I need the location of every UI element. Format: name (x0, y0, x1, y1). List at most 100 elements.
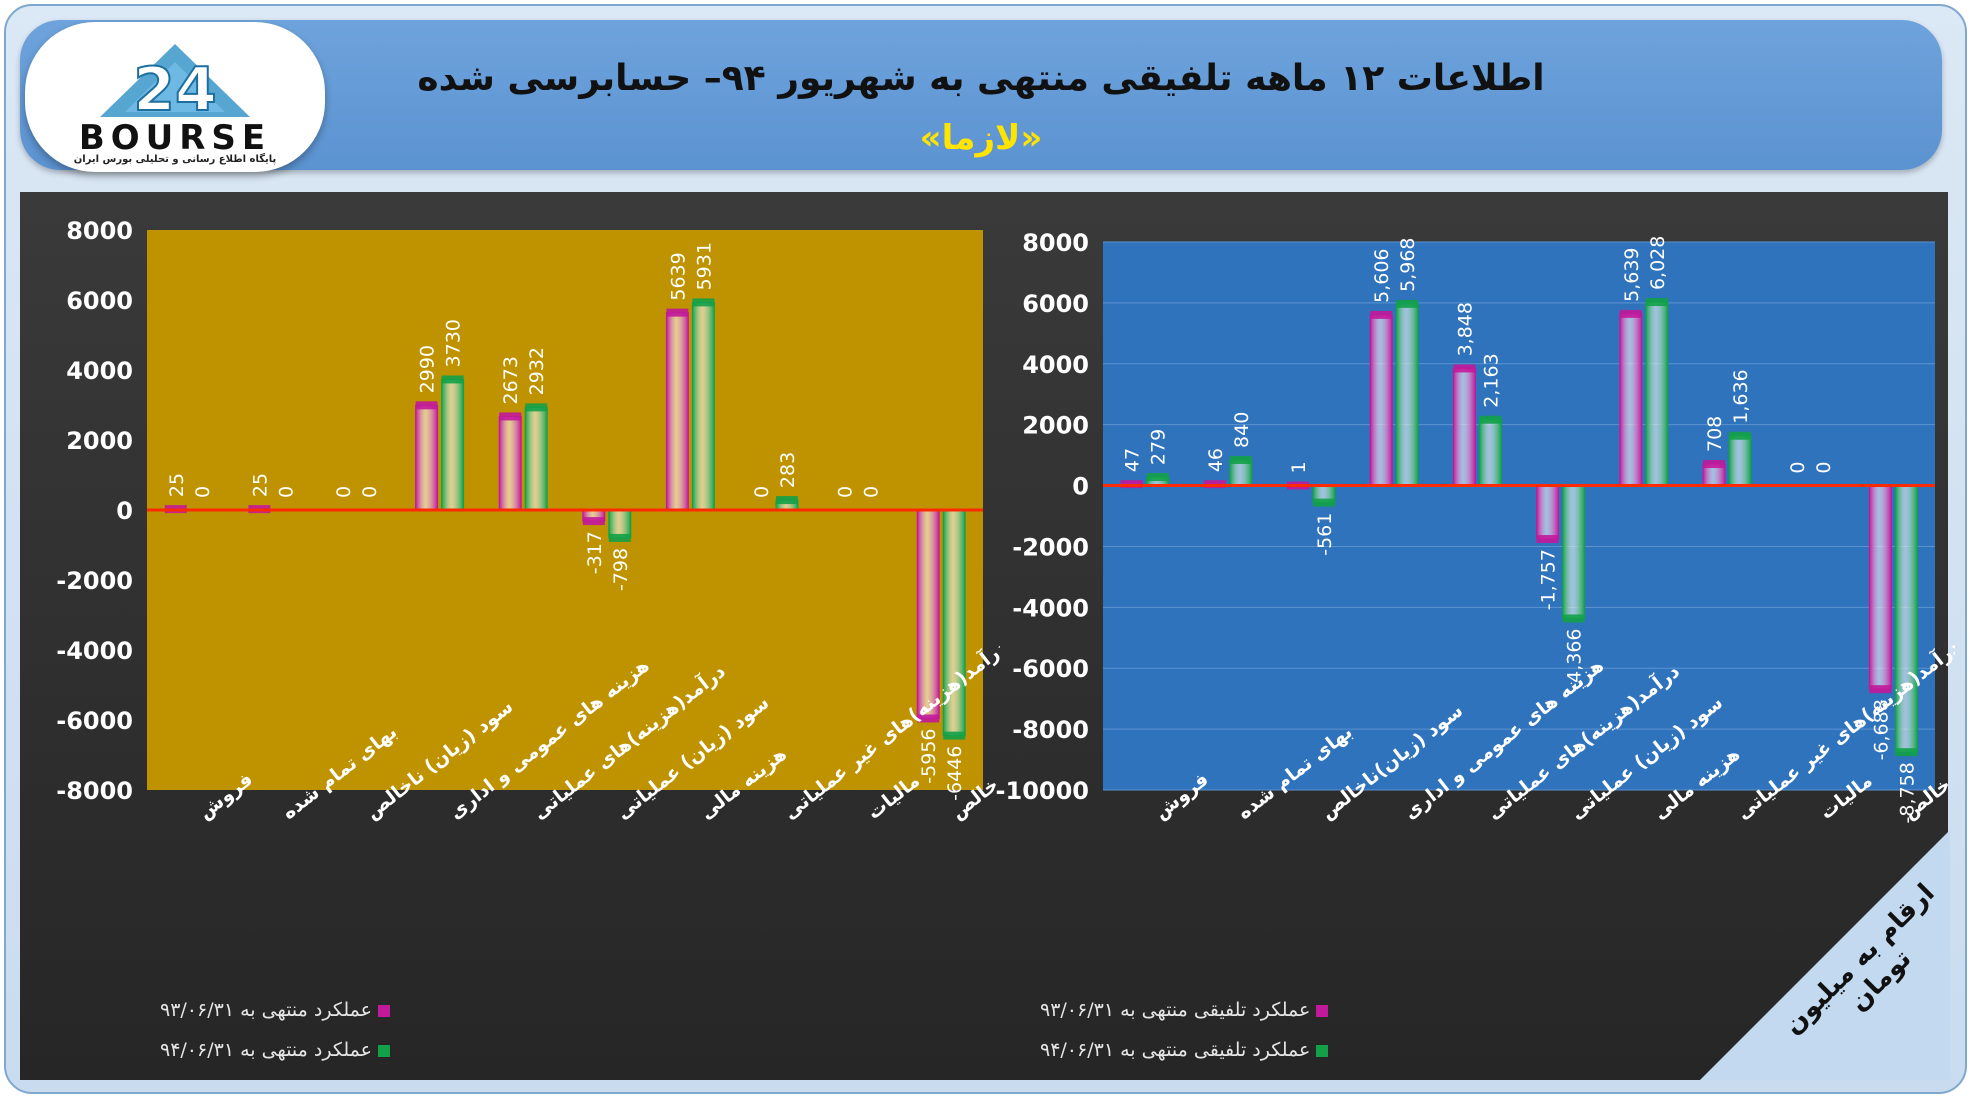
data-label: 0 (275, 486, 297, 498)
bar-cap (1313, 498, 1335, 507)
data-label: 2,163 (1480, 353, 1502, 407)
data-label: 283 (777, 452, 799, 488)
bar-cap (1146, 473, 1169, 482)
y-tick-label: 2000 (1022, 412, 1089, 440)
bar-cap (1453, 364, 1476, 373)
right-legend-label-b: عملکرد تلفیقی منتهی به ۹۴/۰۶/۳۱ (1040, 1039, 1311, 1061)
data-label: -6446 (944, 746, 966, 801)
y-tick-label: 6000 (66, 287, 133, 315)
data-label: -5956 (918, 728, 940, 783)
left-legend: عملکرد منتهی به ۹۳/۰۶/۳۱ عملکرد منتهی به… (160, 990, 390, 1070)
data-label: 3730 (443, 319, 465, 367)
logo-mark-text: 24 (133, 55, 217, 122)
bar-cap (499, 412, 522, 421)
bar (1728, 435, 1752, 487)
data-label: -317 (584, 531, 606, 574)
header-banner: اطلاعات ۱۲ ماهه تلفیقی منتهی به شهریور ۹… (20, 20, 1942, 170)
logo-mark-icon: 24 (100, 44, 250, 122)
data-label: 3,848 (1454, 302, 1476, 356)
y-tick-label: -4000 (1012, 594, 1089, 622)
data-label: -6,688 (1870, 699, 1892, 760)
y-tick-label: -2000 (56, 567, 133, 595)
logo: 24 BOURSE پایگاه اطلاع رسانی و تحلیلی بو… (25, 22, 325, 172)
bar-cap (441, 375, 464, 384)
data-label: 0 (359, 486, 381, 498)
data-label: 0 (1813, 461, 1835, 473)
y-tick-label: 8000 (66, 217, 133, 245)
page-subtitle: «لازما» (919, 118, 1043, 158)
data-label: 46 (1205, 448, 1227, 472)
bar-cap (1619, 309, 1642, 318)
bar (665, 312, 689, 511)
y-tick-label: 4000 (66, 357, 133, 385)
left-legend-item-a: عملکرد منتهی به ۹۳/۰۶/۳۱ (160, 990, 390, 1030)
bar-cap (1536, 535, 1559, 544)
data-label: 25 (249, 473, 271, 497)
data-label: -1,757 (1538, 549, 1560, 610)
bar (441, 378, 465, 511)
data-label: 6,028 (1647, 236, 1669, 290)
bar-cap (692, 298, 715, 307)
bar (1894, 485, 1918, 753)
bar-cap (1562, 614, 1585, 623)
data-label: 5,606 (1371, 248, 1393, 302)
data-label: -4,366 (1564, 628, 1586, 689)
bar-cap (943, 731, 966, 740)
bar (1868, 485, 1892, 690)
bar-cap (1479, 415, 1502, 424)
left-chart: 8000 6000 4000 2000 0 -2000 -4000 -6000 -8000 25 2… (56, 217, 1000, 824)
bar-cap (1729, 431, 1751, 440)
bar (498, 415, 522, 511)
bar (1452, 367, 1476, 487)
bar (608, 509, 632, 539)
bar (1395, 303, 1419, 487)
bar-cap (525, 403, 548, 412)
bar-cap (1396, 299, 1419, 308)
bar-cap (608, 533, 631, 542)
data-label: 2932 (526, 347, 548, 395)
data-label: 0 (751, 486, 773, 498)
bar-cap (1869, 685, 1892, 694)
right-legend: عملکرد تلفیقی منتهی به ۹۳/۰۶/۳۱ عملکرد ت… (1040, 990, 1329, 1070)
logo-name: BOURSE (78, 118, 272, 158)
y-tick-label: -2000 (1012, 533, 1089, 561)
data-label: 0 (1787, 461, 1809, 473)
bar-cap (1895, 748, 1918, 757)
data-label: 2673 (500, 356, 522, 404)
legend-swatch-icon (1316, 1004, 1329, 1017)
bar-cap (1645, 298, 1668, 307)
logo-tagline: پایگاه اطلاع رسانی و تحلیلی بورس ایران (73, 154, 277, 165)
bar (415, 404, 439, 511)
data-label: 0 (333, 486, 355, 498)
right-legend-label-a: عملکرد تلفیقی منتهی به ۹۳/۰۶/۳۱ (1040, 999, 1311, 1021)
bar-cap (776, 496, 798, 505)
data-label: 0 (835, 486, 857, 498)
bar (1645, 301, 1669, 487)
left-legend-label-b: عملکرد منتهی به ۹۴/۰۶/۳۱ (160, 1039, 372, 1061)
y-tick-label: 8000 (1022, 229, 1089, 257)
y-tick-label: 4000 (1022, 351, 1089, 379)
data-label: 1,636 (1730, 369, 1752, 423)
bar-cap (1703, 460, 1725, 469)
bar (1478, 419, 1502, 487)
bar-cap (415, 401, 438, 410)
legend-swatch-icon (377, 1044, 390, 1057)
data-label: 25 (166, 473, 188, 497)
y-tick-label: -6000 (56, 707, 133, 735)
bar (1562, 485, 1586, 619)
data-label: -8,758 (1896, 762, 1918, 823)
bar-cap (1229, 455, 1252, 464)
right-legend-item-a: عملکرد تلفیقی منتهی به ۹۳/۰۶/۳۱ (1040, 990, 1329, 1030)
y-tick-label: -8000 (56, 777, 133, 805)
data-label: -561 (1314, 513, 1336, 556)
bar (1619, 313, 1643, 487)
bar-cap (666, 308, 689, 317)
data-label: -798 (610, 548, 632, 591)
legend-swatch-icon (1316, 1044, 1329, 1057)
data-label: 5,639 (1621, 247, 1643, 301)
y-tick-label: 6000 (1022, 290, 1089, 318)
y-tick-label: -10000 (996, 777, 1089, 805)
data-label: 5639 (667, 252, 689, 300)
y-tick-label: -8000 (1012, 716, 1089, 744)
y-tick-label: 2000 (66, 427, 133, 455)
